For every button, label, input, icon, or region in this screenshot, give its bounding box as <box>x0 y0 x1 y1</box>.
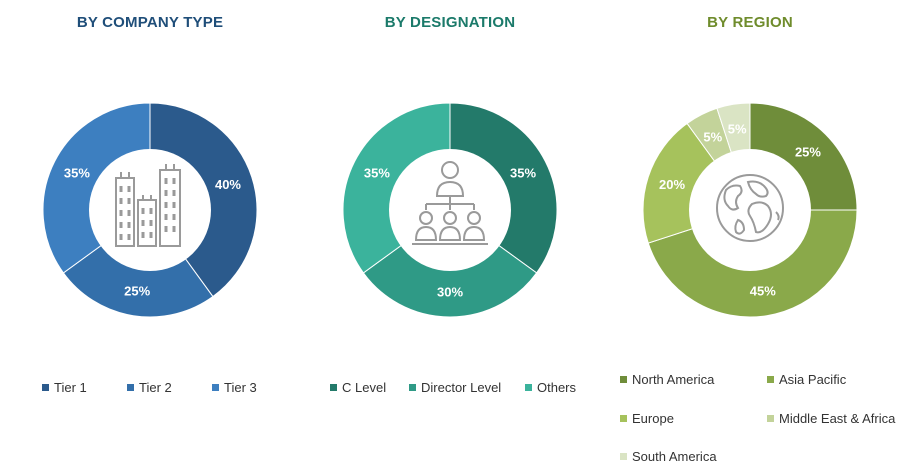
legend-item: Tier 1 <box>42 380 87 395</box>
chart-title: BY DESIGNATION <box>384 14 516 31</box>
slice-value-label: 35% <box>364 165 390 180</box>
donut-hole <box>689 149 811 271</box>
designation-panel: BY DESIGNATION 35% 30% 35% C Level <box>300 0 600 473</box>
legend-item: South America <box>620 449 717 464</box>
legend-item: Others <box>525 380 576 395</box>
legend-item: Middle East & Africa <box>767 411 895 426</box>
slice-value-label: 25% <box>795 145 821 160</box>
legend-label: Asia Pacific <box>779 372 847 387</box>
globe-icon <box>716 174 784 242</box>
legend-swatch <box>127 384 134 391</box>
legend-label: C Level <box>342 380 387 395</box>
buildings-icon <box>115 164 181 247</box>
legend-swatch <box>767 376 774 383</box>
slice-value-label: 30% <box>437 285 463 300</box>
legend-label: Tier 3 <box>224 380 257 395</box>
legend-swatch <box>212 384 219 391</box>
slice-value-label: 5% <box>728 122 747 137</box>
slice-value-label: 40% <box>215 177 241 192</box>
legend-swatch <box>330 384 337 391</box>
region-panel: BY REGION 25% 45% 20% 5% 5% North America As… <box>600 0 900 473</box>
chart-title: BY COMPANY TYPE <box>76 14 224 31</box>
legend-item: Asia Pacific <box>767 372 846 387</box>
legend-item: Tier 3 <box>212 380 257 395</box>
legend-label: South America <box>632 449 717 464</box>
slice-value-label: 45% <box>750 283 776 298</box>
slice-value-label: 25% <box>124 283 150 298</box>
legend-swatch <box>409 384 416 391</box>
region-donut: 25% 45% 20% 5% 5% <box>642 102 858 318</box>
chart-title: BY REGION <box>707 14 793 31</box>
legend-swatch <box>525 384 532 391</box>
slice-value-label: 35% <box>64 165 90 180</box>
slice-value-label: 5% <box>703 129 722 144</box>
legend-swatch <box>620 376 627 383</box>
legend-swatch <box>42 384 49 391</box>
legend-item: Tier 2 <box>127 380 172 395</box>
slice-value-label: 35% <box>510 165 536 180</box>
legend-item: Europe <box>620 411 674 426</box>
company-type-panel: BY COMPANY TYPE <box>0 0 300 473</box>
legend-label: Europe <box>632 411 674 426</box>
legend-swatch <box>767 415 774 422</box>
legend-item: Director Level <box>409 380 501 395</box>
legend-swatch <box>620 453 627 460</box>
legend-label: Tier 2 <box>139 380 172 395</box>
legend-swatch <box>620 415 627 422</box>
legend-label: North America <box>632 372 715 387</box>
legend-item: C Level <box>330 380 386 395</box>
legend-item: North America <box>620 372 714 387</box>
legend-label: Middle East & Africa <box>779 411 896 426</box>
legend-label: Director Level <box>421 380 502 395</box>
designation-donut: 35% 30% 35% <box>342 102 558 318</box>
legend-label: Others <box>537 380 577 395</box>
legend-label: Tier 1 <box>54 380 87 395</box>
slice-value-label: 20% <box>659 177 685 192</box>
company-type-donut: 40% 25% 35% <box>42 102 258 318</box>
org-hierarchy-icon <box>412 161 488 245</box>
